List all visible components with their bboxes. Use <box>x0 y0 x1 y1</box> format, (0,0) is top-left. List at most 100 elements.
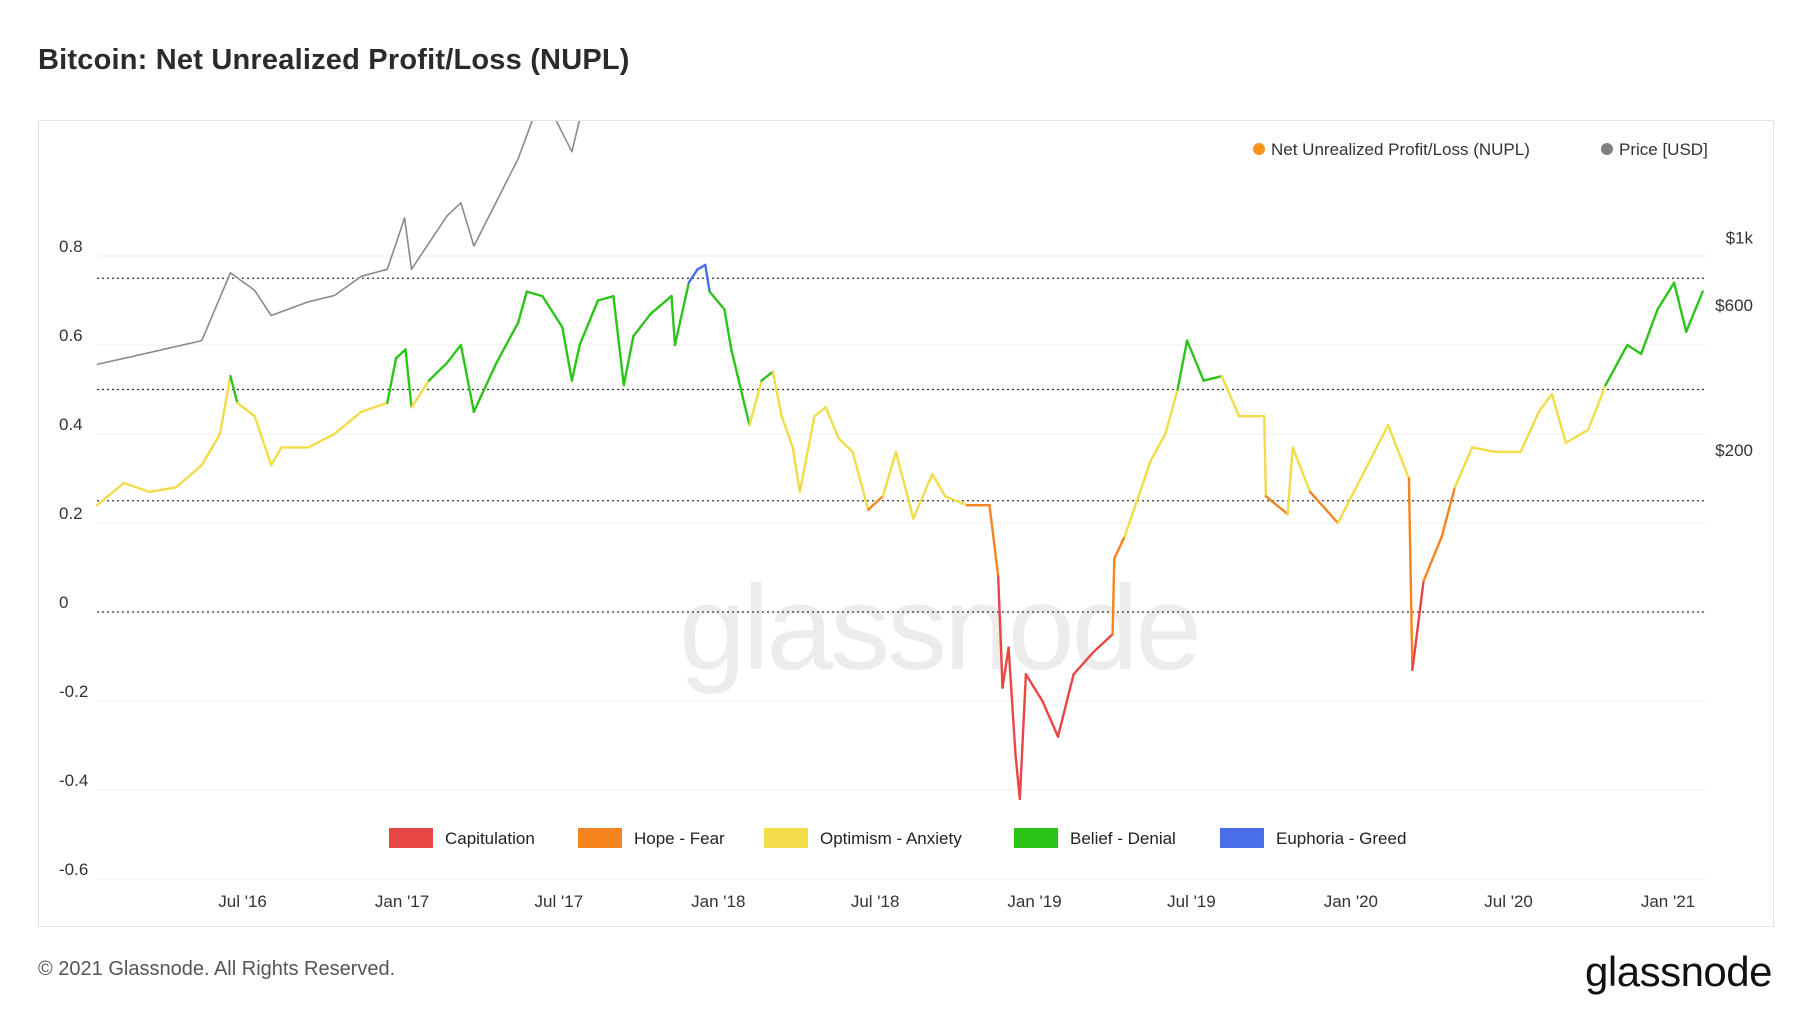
legend-swatch <box>578 828 622 848</box>
nupl-segment <box>622 334 635 387</box>
legend-bottom-item[interactable]: Euphoria - Greed <box>1220 828 1406 848</box>
nupl-series <box>95 263 1704 801</box>
legend-bottom-item[interactable]: Belief - Denial <box>1014 828 1176 848</box>
legend-swatch <box>764 828 808 848</box>
legend-bottom-item[interactable]: Optimism - Anxiety <box>764 828 962 848</box>
legend-bottom-label: Hope - Fear <box>634 829 725 848</box>
nupl-segment <box>988 504 1000 578</box>
nupl-segment <box>596 294 615 302</box>
nupl-segment <box>445 343 463 365</box>
nupl-segment <box>771 370 783 418</box>
nupl-segment <box>1262 415 1268 498</box>
price-series <box>96 0 1429 366</box>
legend-bottom-label: Belief - Denial <box>1070 829 1176 848</box>
nupl-segment <box>723 308 733 351</box>
legend-swatch <box>1014 828 1058 848</box>
y-right-tick-label: $200 <box>1715 441 1753 460</box>
nupl-segment <box>1386 423 1411 480</box>
nupl-segment <box>791 446 801 494</box>
nupl-segment <box>147 486 178 494</box>
nupl-segment <box>813 406 827 418</box>
nupl-segment <box>708 290 726 311</box>
legend-dot-icon <box>1253 143 1265 155</box>
nupl-segment <box>881 450 898 498</box>
nupl-segment <box>1176 339 1189 391</box>
nupl-segment <box>670 294 677 347</box>
nupl-segment <box>1041 699 1060 738</box>
nupl-segment <box>427 361 449 382</box>
x-tick-label: Jan '17 <box>375 892 429 911</box>
nupl-segment <box>495 321 520 365</box>
legend-dot-icon <box>1601 143 1613 155</box>
nupl-segment <box>253 415 273 467</box>
legend-top: Net Unrealized Profit/Loss (NUPL) Price [… <box>1253 140 1708 159</box>
page-title: Bitcoin: Net Unrealized Profit/Loss (NUP… <box>38 44 630 76</box>
nupl-segment <box>561 325 574 382</box>
legend-top-item[interactable]: Price [USD] <box>1601 140 1708 159</box>
nupl-segment <box>1604 343 1629 387</box>
nupl-segment <box>632 312 652 338</box>
nupl-segment <box>1264 495 1289 516</box>
nupl-segment <box>1587 383 1607 431</box>
nupl-segment <box>1286 446 1295 516</box>
legend-swatch <box>389 828 433 848</box>
nupl-segment <box>1018 673 1028 801</box>
nupl-segment <box>95 481 126 507</box>
legend-top-item[interactable]: Net Unrealized Profit/Loss (NUPL) <box>1253 140 1530 159</box>
nupl-segment <box>748 379 763 427</box>
nupl-segment <box>525 290 544 298</box>
nupl-segment <box>122 481 151 494</box>
y-tick-label: 0.4 <box>59 415 83 434</box>
nupl-segment <box>1537 392 1554 413</box>
nupl-segment <box>673 281 690 347</box>
reference-lines <box>97 277 1707 613</box>
nupl-segment <box>459 343 476 413</box>
watermark-text: glassnode <box>679 561 1199 695</box>
nupl-segment <box>174 463 204 489</box>
nupl-segment <box>1164 388 1179 436</box>
chart-frame: glassnode 0.80.60.40.20-0.2-0.4-0.6 $20k… <box>38 0 1774 927</box>
nupl-segment <box>1639 308 1659 356</box>
x-tick-label: Jan '18 <box>691 892 745 911</box>
x-tick-label: Jul '18 <box>851 892 900 911</box>
nupl-segment <box>997 575 1004 689</box>
nupl-segment <box>1684 290 1704 333</box>
nupl-segment <box>867 495 885 511</box>
nupl-segment <box>931 472 947 498</box>
nupl-segment <box>410 379 431 409</box>
y-axis-left: 0.8 0.6 0.4 0.2 0 -0.2 -0.4 -0.6 <box>59 237 88 879</box>
nupl-segment <box>269 446 283 467</box>
nupl-segment <box>570 343 581 382</box>
nupl-chart: glassnode 0.80.60.40.20-0.2-0.4-0.6 $20k… <box>59 0 1753 911</box>
nupl-segment <box>1564 428 1590 445</box>
legend-bottom-item[interactable]: Capitulation <box>389 828 535 848</box>
nupl-segment <box>1001 646 1010 689</box>
nupl-segment <box>360 401 389 413</box>
nupl-segment <box>1007 646 1017 756</box>
nupl-segment <box>1656 281 1676 311</box>
nupl-segment <box>1202 374 1223 382</box>
nupl-segment <box>1361 423 1390 476</box>
nupl-segment <box>851 450 870 511</box>
nupl-segment <box>1220 374 1241 418</box>
legend-bottom: Capitulation Hope - Fear Optimism - Anxiet… <box>389 828 1406 848</box>
y-tick-label: -0.4 <box>59 771 88 790</box>
nupl-segment <box>1422 535 1444 582</box>
y-axis-right: $20k$8k$4k$1k$600$200 <box>1715 45 1753 460</box>
y-tick-label: 0.8 <box>59 237 83 256</box>
nupl-segment <box>1550 392 1568 445</box>
x-tick-label: Jan '21 <box>1641 892 1695 911</box>
nupl-segment <box>1111 557 1116 636</box>
nupl-segment <box>894 450 915 520</box>
nupl-segment <box>1185 339 1205 382</box>
nupl-segment <box>912 472 934 520</box>
nupl-segment <box>1440 486 1457 538</box>
legend-bottom-item[interactable]: Hope - Fear <box>578 828 725 848</box>
x-tick-label: Jul '19 <box>1167 892 1216 911</box>
nupl-segment <box>687 268 699 284</box>
brand-logo[interactable]: glassnode <box>1585 948 1772 995</box>
nupl-segment <box>1056 673 1075 738</box>
nupl-segment <box>824 406 840 440</box>
nupl-segment <box>760 370 775 382</box>
nupl-segment <box>386 357 398 405</box>
